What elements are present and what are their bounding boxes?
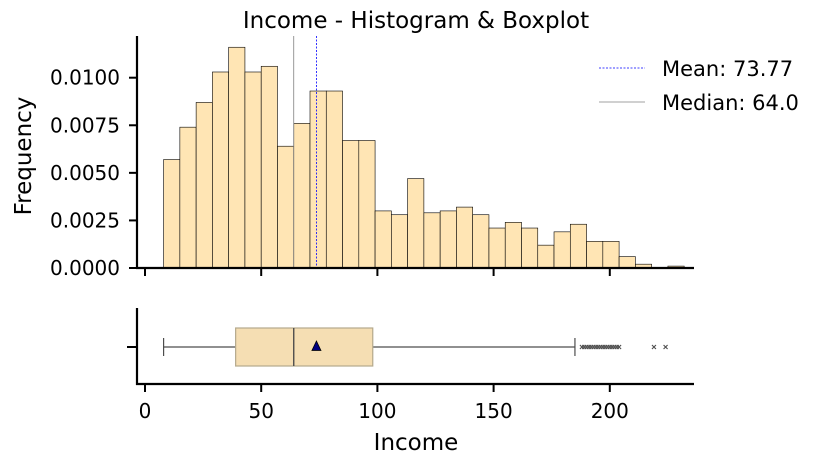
y-tick-label: 0.0050 [50, 161, 120, 185]
histogram-bar [212, 71, 229, 269]
histogram-bar [488, 227, 506, 269]
x-tick-label: 0 [139, 399, 152, 423]
x-tick-label: 50 [248, 399, 273, 423]
histogram-bar [163, 159, 181, 269]
x-tick-label: 150 [475, 399, 513, 423]
histogram-bars [163, 46, 685, 269]
x-axis-label: Income [374, 430, 459, 456]
histogram-bar [179, 126, 197, 269]
y-axis-label: Frequency [11, 97, 37, 216]
histogram-bar [342, 140, 360, 269]
histogram-axes: 0.0000 0.0025 0.0050 0.0075 0.0100 [50, 36, 694, 280]
legend-median-label: Median: 64.0 [662, 91, 799, 115]
histogram-bar [391, 214, 408, 269]
x-tick-label: 200 [591, 399, 629, 423]
histogram-bar [195, 102, 213, 269]
histogram-bar [586, 241, 604, 269]
histogram-bar [358, 140, 376, 269]
outlier-marker [651, 344, 657, 350]
histogram-bar [407, 178, 425, 269]
histogram-bar [325, 90, 343, 269]
histogram-bar [618, 256, 636, 269]
y-tick-label: 0.0100 [50, 66, 120, 90]
histogram-bar [260, 65, 278, 269]
chart-title: Income - Histogram & Boxplot [243, 8, 589, 34]
y-tick-label: 0.0075 [50, 113, 120, 137]
histogram-bar [521, 227, 539, 269]
y-tick-label: 0.0000 [50, 256, 120, 280]
legend-mean-label: Mean: 73.77 [662, 57, 793, 81]
outlier-marker [616, 344, 622, 350]
histogram-bar [293, 123, 311, 269]
histogram-bar [504, 222, 522, 269]
outlier-marker [663, 344, 668, 350]
y-tick-label: 0.0025 [50, 208, 120, 232]
histogram-bar [309, 90, 327, 269]
reference-lines [293, 36, 317, 268]
histogram-bar [374, 210, 392, 269]
boxplot [162, 327, 668, 367]
histogram-bar [456, 206, 473, 269]
boxplot-axes: 0 50 100 150 200 [127, 308, 694, 423]
histogram-bar [439, 210, 457, 269]
mean-marker [311, 340, 322, 351]
histogram-bar [569, 223, 587, 269]
iqr-box [235, 327, 374, 367]
histogram-bar [244, 71, 262, 269]
histogram-bar [602, 241, 620, 269]
legend: Mean: 73.77 Median: 64.0 [599, 57, 799, 115]
x-tick-label: 100 [358, 399, 396, 423]
histogram-bar [277, 145, 295, 269]
histogram-bar [553, 231, 571, 269]
histogram-bar [228, 46, 246, 269]
histogram-bar [423, 212, 441, 269]
histogram-bar [472, 214, 490, 269]
histogram-bar [537, 244, 555, 269]
